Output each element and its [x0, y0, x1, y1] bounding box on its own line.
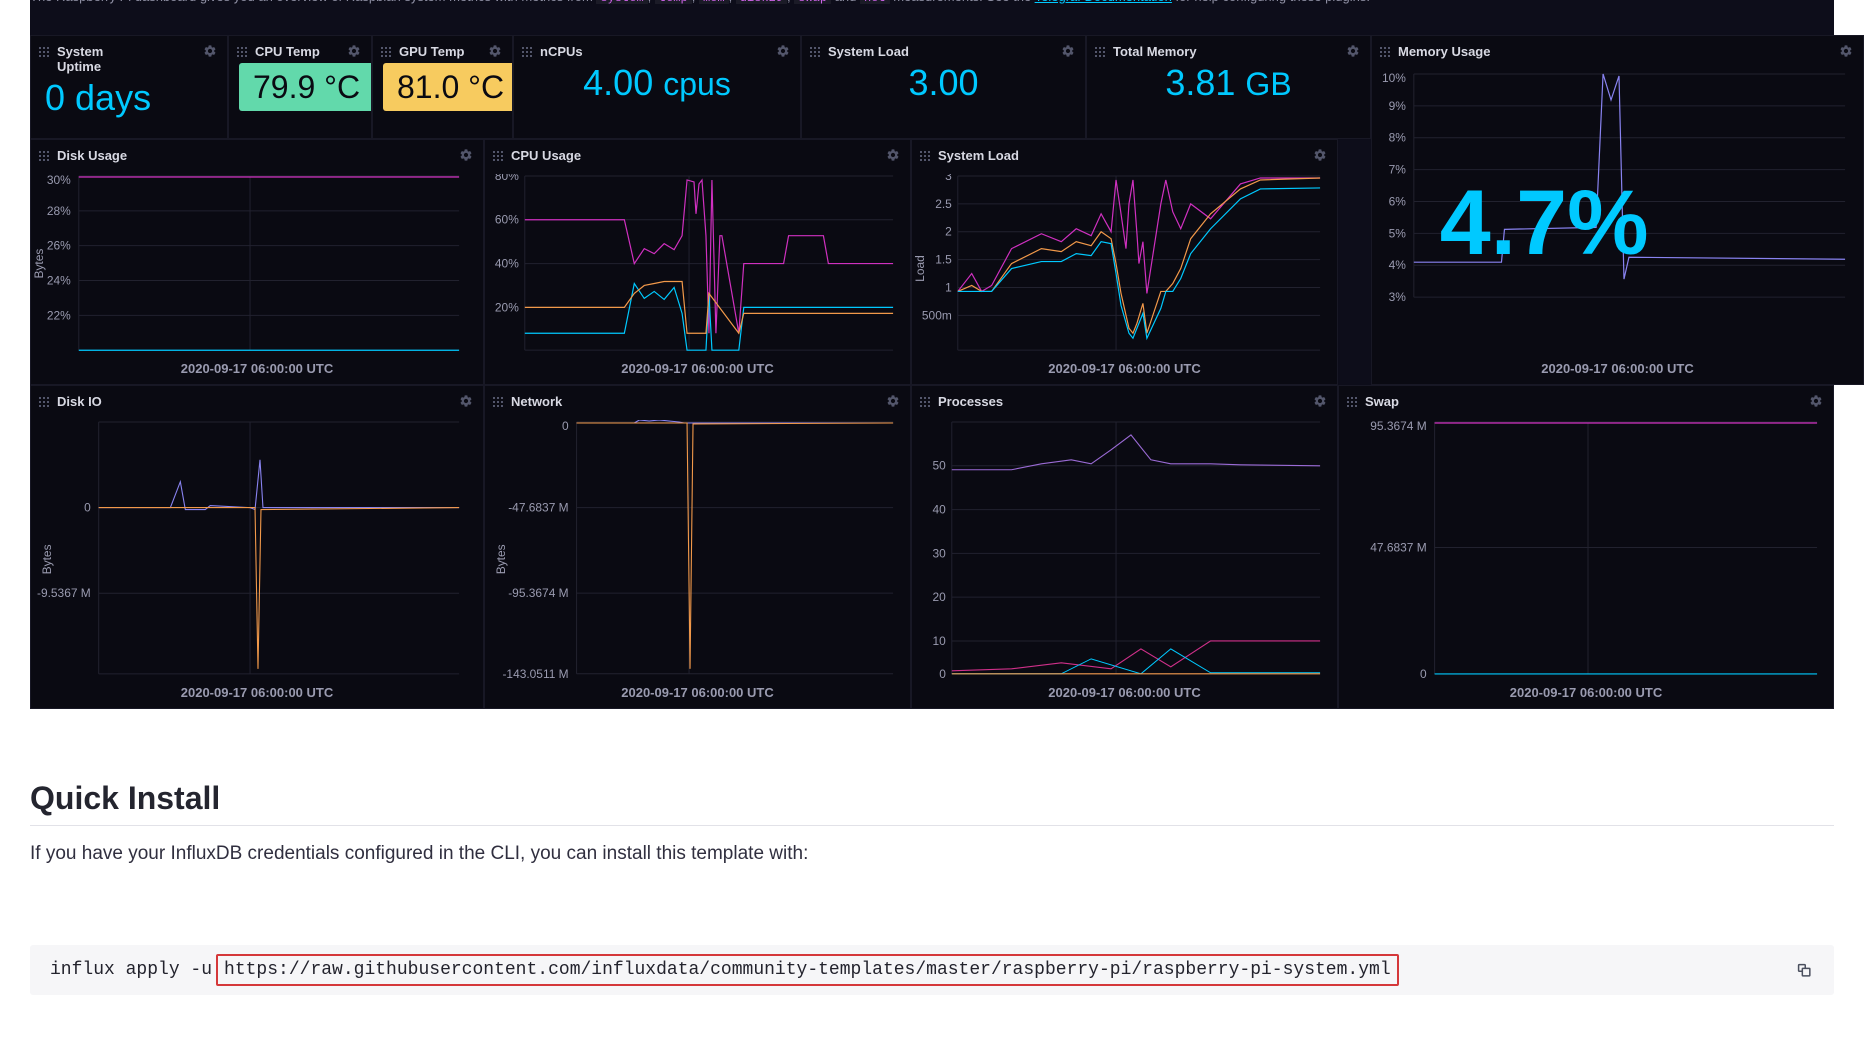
svg-text:5%: 5%	[1389, 226, 1407, 240]
svg-text:0: 0	[84, 501, 91, 515]
svg-text:10: 10	[933, 634, 947, 648]
svg-text:24%: 24%	[47, 274, 71, 288]
svg-text:30%: 30%	[47, 174, 71, 187]
svg-text:3: 3	[945, 174, 952, 183]
svg-text:3%: 3%	[1389, 290, 1407, 304]
svg-text:2.5: 2.5	[935, 197, 952, 211]
svg-text:-9.5367 M: -9.5367 M	[37, 586, 91, 600]
svg-text:95.3674 M: 95.3674 M	[1370, 420, 1426, 433]
svg-text:8%: 8%	[1389, 131, 1407, 145]
svg-text:0: 0	[1420, 667, 1427, 681]
svg-text:20%: 20%	[495, 300, 519, 314]
svg-text:20: 20	[933, 590, 947, 604]
svg-text:10%: 10%	[1382, 71, 1406, 85]
svg-text:47.6837 M: 47.6837 M	[1370, 540, 1426, 554]
svg-text:40%: 40%	[495, 257, 519, 271]
svg-text:40: 40	[933, 503, 947, 517]
svg-text:500m: 500m	[922, 308, 952, 322]
svg-text:6%: 6%	[1389, 194, 1407, 208]
svg-text:28%: 28%	[47, 204, 71, 218]
svg-text:60%: 60%	[495, 213, 519, 227]
svg-text:80%: 80%	[495, 174, 519, 183]
svg-text:Bytes: Bytes	[32, 249, 46, 279]
svg-text:Load: Load	[913, 255, 927, 282]
svg-text:7%: 7%	[1389, 163, 1407, 177]
svg-text:-47.6837 M: -47.6837 M	[508, 501, 568, 515]
svg-text:22%: 22%	[47, 308, 71, 322]
svg-text:26%: 26%	[47, 239, 71, 253]
svg-text:1.5: 1.5	[935, 253, 952, 267]
svg-text:1: 1	[945, 280, 952, 294]
svg-text:30: 30	[933, 546, 947, 560]
svg-text:4.7%: 4.7%	[1440, 172, 1649, 274]
svg-text:Bytes: Bytes	[40, 544, 54, 574]
svg-text:9%: 9%	[1389, 99, 1407, 113]
svg-text:-95.3674 M: -95.3674 M	[508, 586, 568, 600]
svg-text:4%: 4%	[1389, 258, 1407, 272]
svg-text:0: 0	[939, 667, 946, 681]
svg-text:Bytes: Bytes	[494, 544, 508, 574]
svg-text:0: 0	[562, 420, 569, 433]
svg-text:-143.0511 M: -143.0511 M	[502, 667, 568, 681]
svg-text:2: 2	[945, 225, 952, 239]
svg-text:50: 50	[933, 459, 947, 473]
